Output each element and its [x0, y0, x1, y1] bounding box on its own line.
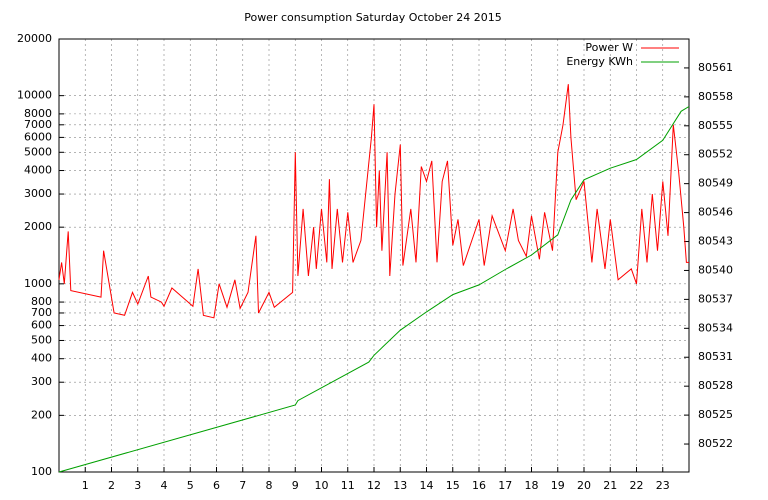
y2-tick-label: 80561: [698, 61, 733, 74]
y-tick-label: 600: [31, 319, 52, 332]
y2-tick-label: 80531: [698, 350, 733, 363]
y-tick-label: 200: [31, 408, 52, 421]
y-tick-label: 500: [31, 333, 52, 346]
y-tick-label: 2000: [24, 220, 52, 233]
x-tick-label: 10: [315, 479, 329, 492]
x-tick-label: 13: [393, 479, 407, 492]
y-tick-label: 8000: [24, 107, 52, 120]
x-tick-label: 19: [551, 479, 565, 492]
legend-label: Power W: [585, 41, 633, 54]
plot-frame: [58, 38, 690, 473]
y2-tick-label: 80528: [698, 379, 733, 392]
y-tick-label: 1000: [24, 277, 52, 290]
y-tick-label: 800: [31, 295, 52, 308]
y2-tick-label: 80525: [698, 408, 733, 421]
y2-tick-label: 80537: [698, 292, 733, 305]
x-tick-label: 7: [239, 479, 246, 492]
x-tick-label: 16: [472, 479, 486, 492]
y-tick-label: 100: [31, 465, 52, 478]
x-tick-label: 12: [367, 479, 381, 492]
x-tick-label: 21: [603, 479, 617, 492]
x-tick-label: 23: [656, 479, 670, 492]
x-tick-label: 5: [187, 479, 194, 492]
y-tick-label: 6000: [24, 130, 52, 143]
x-tick-label: 4: [161, 479, 168, 492]
y2-tick-label: 80540: [698, 263, 733, 276]
x-tick-label: 22: [630, 479, 644, 492]
x-tick-label: 15: [446, 479, 460, 492]
y-tick-label: 7000: [24, 118, 52, 131]
y-tick-label: 3000: [24, 187, 52, 200]
y-tick-label: 700: [31, 306, 52, 319]
y-tick-label: 5000: [24, 145, 52, 158]
y2-tick-label: 80552: [698, 148, 733, 161]
x-tick-label: 8: [266, 479, 273, 492]
y-tick-label: 400: [31, 352, 52, 365]
x-tick-label: 18: [525, 479, 539, 492]
y-tick-label: 4000: [24, 164, 52, 177]
x-tick-label: 20: [577, 479, 591, 492]
data-line: [58, 84, 689, 319]
y2-tick-label: 80546: [698, 206, 733, 219]
y2-tick-label: 80522: [698, 437, 733, 450]
y2-tick-label: 80555: [698, 119, 733, 132]
y2-tick-label: 80549: [698, 177, 733, 190]
y2-tick-label: 80534: [698, 321, 733, 334]
legend-label: Energy KWh: [566, 55, 633, 68]
x-tick-label: 14: [420, 479, 434, 492]
x-tick-label: 17: [498, 479, 512, 492]
x-tick-label: 3: [134, 479, 141, 492]
y2-tick-label: 80558: [698, 90, 733, 103]
x-tick-label: 9: [292, 479, 299, 492]
x-tick-label: 1: [82, 479, 89, 492]
y-tick-label: 10000: [17, 89, 52, 102]
chart-title: Power consumption Saturday October 24 20…: [244, 11, 502, 24]
data-line: [58, 106, 690, 473]
x-tick-label: 6: [213, 479, 220, 492]
y-tick-label: 300: [31, 375, 52, 388]
y2-tick-label: 80543: [698, 235, 733, 248]
x-tick-label: 11: [341, 479, 355, 492]
x-tick-label: 2: [108, 479, 115, 492]
y-tick-label: 20000: [17, 32, 52, 45]
